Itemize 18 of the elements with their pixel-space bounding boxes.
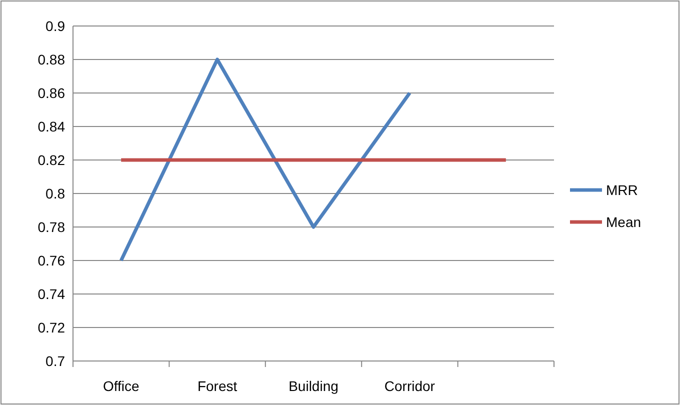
legend-label: Mean [606, 214, 642, 230]
x-tick-label: Forest [197, 378, 238, 394]
x-tick-label: Corridor [384, 378, 436, 394]
x-tick-label: Office [102, 378, 140, 394]
y-tick-label: 0.88 [38, 51, 66, 68]
y-tick-label: 0.8 [46, 185, 66, 202]
y-tick-label: 0.86 [38, 84, 66, 101]
y-tick-label: 0.82 [38, 152, 66, 168]
y-tick-label: 0.78 [38, 218, 66, 235]
y-tick-label: 0.74 [38, 286, 66, 302]
line-series [119, 58, 412, 262]
y-tick-label: 0.7 [46, 352, 66, 369]
y-tick-label: 0.84 [38, 118, 66, 134]
legend-label: MRR [606, 182, 638, 198]
y-tick-label: 0.76 [38, 252, 66, 268]
y-tick-label: 0.9 [46, 18, 66, 34]
y-tick-label: 0.72 [38, 319, 66, 336]
x-tick-label: Building [288, 378, 338, 394]
